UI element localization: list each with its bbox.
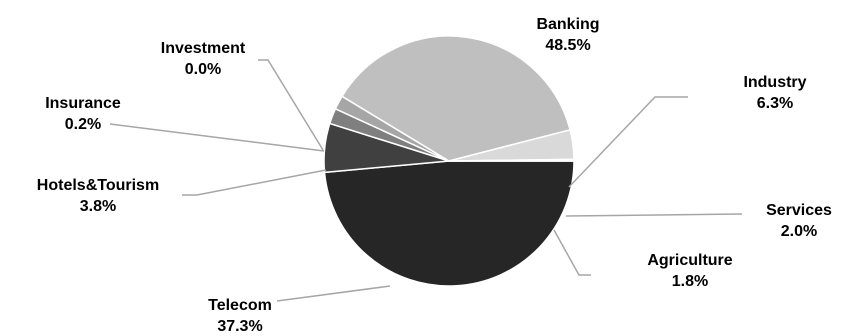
slice-value-banking: 48.5% [545,37,590,54]
slice-label-agriculture: Agriculture [647,252,732,269]
slice-value-telecom: 37.3% [217,318,262,335]
slice-label-insurance: Insurance [45,95,121,112]
slice-value-insurance: 0.2% [65,116,101,133]
leader-line-services [565,213,743,217]
slice-label-industry: Industry [743,74,806,91]
slice-label-telecom: Telecom [208,297,272,314]
slice-labels: Banking 48.5% Industry 6.3% Services 2.0% Agri… [37,16,832,335]
slice-value-services: 2.0% [781,223,817,240]
slice-value-hotels-tourism: 3.8% [80,198,116,215]
slice-label-services: Services [766,202,832,219]
leader-line-agriculture [553,229,591,276]
leader-line-investment [258,59,324,151]
pie-slice-banking [323,160,575,287]
leader-line-telecom [276,285,391,302]
slice-value-industry: 6.3% [757,95,793,112]
slice-label-banking: Banking [536,16,599,33]
leader-lines [109,59,743,302]
pie-slices [323,35,575,287]
slice-value-investment: 0.0% [185,61,221,78]
leader-line-industry [568,96,688,188]
pie-slice-telecom [341,35,571,162]
slice-label-hotels-tourism: Hotels&Tourism [37,177,159,194]
leader-line-insurance [109,123,325,152]
slice-label-investment: Investment [161,40,246,57]
leader-line-hotels-tourism [182,169,327,196]
slice-value-agriculture: 1.8% [672,273,708,290]
